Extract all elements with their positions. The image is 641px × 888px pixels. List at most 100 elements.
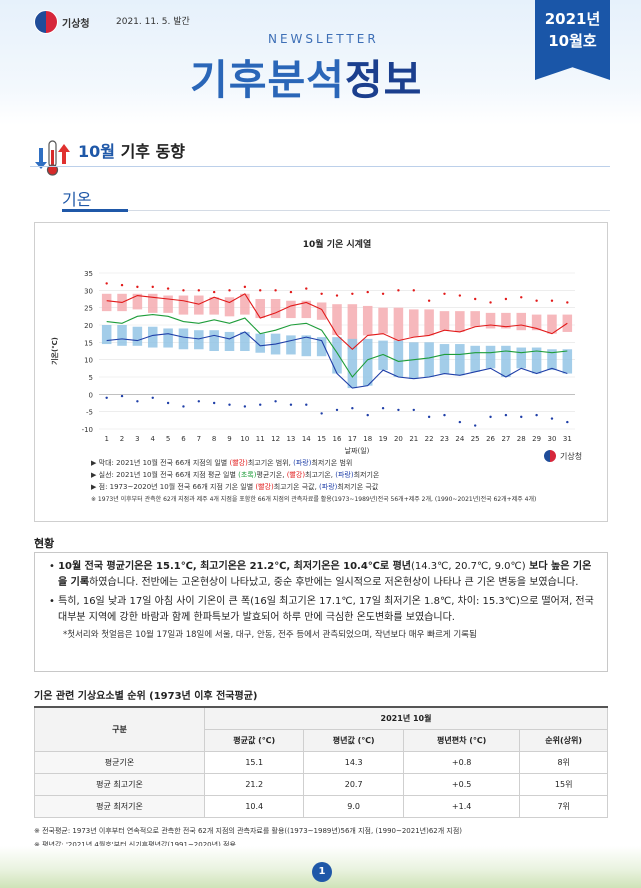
max-range-bar xyxy=(255,299,265,319)
min-extreme-point xyxy=(120,394,124,398)
min-extreme-point xyxy=(335,408,339,412)
max-range-bar xyxy=(347,304,358,350)
min-temp-line xyxy=(106,331,568,389)
section-month: 10월 xyxy=(78,142,115,161)
x-tick-label: 24 xyxy=(455,435,464,443)
ribbon-year: 2021년 xyxy=(544,10,601,28)
max-range-bar xyxy=(562,314,573,332)
max-temp-line xyxy=(106,293,568,351)
issue-ribbon: 2021년 10월호 xyxy=(535,0,610,80)
min-range-bar xyxy=(409,342,419,379)
max-range-bar xyxy=(240,293,250,315)
newsletter-label: NEWSLETTER xyxy=(268,32,379,46)
min-extreme-point xyxy=(473,424,477,427)
min-range-bar xyxy=(178,328,189,350)
max-extreme-point xyxy=(520,296,523,299)
max-range-bar xyxy=(301,300,312,319)
col-rank: 순위(상위) xyxy=(519,728,608,752)
x-tick-label: 31 xyxy=(563,435,572,443)
table-footnote-1: ※ 전국평균: 1973년 이후부터 연속적으로 관측한 전국 62개 지점의 … xyxy=(34,827,463,835)
y-tick-label: 35 xyxy=(84,270,93,278)
max-range-bar xyxy=(378,307,388,334)
table-footnote-2: ※ 평년값: '2021년 4월호'부터 신기후평년값(1991~2020년) … xyxy=(34,841,236,849)
newsletter-header: 기상청 2021. 11. 5. 발간 NEWSLETTER 기후분석정보 20… xyxy=(0,0,641,125)
max-extreme-point xyxy=(228,289,231,292)
min-range-bar xyxy=(455,344,465,376)
section-divider xyxy=(30,166,610,167)
min-range-bar xyxy=(562,349,573,374)
max-range-bar xyxy=(132,293,143,310)
x-tick-label: 30 xyxy=(548,435,557,443)
min-extreme-point xyxy=(550,417,554,420)
x-tick-label: 6 xyxy=(181,435,186,443)
min-extreme-point xyxy=(366,413,369,417)
min-extreme-point xyxy=(182,405,185,408)
x-tick-label: 17 xyxy=(348,435,357,443)
max-extreme-point xyxy=(274,289,277,292)
min-extreme-point xyxy=(504,413,508,417)
x-tick-label: 3 xyxy=(135,435,139,443)
max-extreme-point xyxy=(166,287,170,290)
min-range-bar xyxy=(470,345,480,372)
min-extreme-point xyxy=(305,403,308,406)
min-range-bar xyxy=(439,344,450,374)
chart-title: 10월 기온 시계열 xyxy=(303,238,371,250)
x-tick-label: 13 xyxy=(286,435,295,443)
table-row: 평균 최저기온 10.4 9.0 +1.4 7위 xyxy=(34,794,608,818)
min-range-bar xyxy=(286,335,296,355)
max-extreme-point xyxy=(212,290,216,294)
min-extreme-point xyxy=(458,420,462,424)
max-extreme-point xyxy=(489,301,492,304)
y-tick-label: 0 xyxy=(89,391,93,399)
min-extreme-point xyxy=(166,401,170,405)
title-part2: 정보 xyxy=(344,56,423,104)
x-tick-label: 1 xyxy=(104,435,108,443)
x-tick-label: 27 xyxy=(501,435,510,443)
max-range-bar xyxy=(286,300,296,319)
kma-logo: 기상청 xyxy=(34,10,90,34)
max-range-bar xyxy=(270,299,281,319)
min-range-bar xyxy=(424,342,434,377)
max-range-bar xyxy=(163,295,173,313)
x-tick-label: 16 xyxy=(333,435,342,443)
x-tick-label: 21 xyxy=(409,435,418,443)
tab-temperature: 기온 xyxy=(62,190,92,209)
min-extreme-point xyxy=(381,407,385,410)
x-tick-label: 23 xyxy=(440,435,449,443)
col-deviation: 평년편차 (℃) xyxy=(402,728,521,752)
max-range-bar xyxy=(501,312,511,329)
max-range-bar xyxy=(455,311,465,332)
min-range-bar xyxy=(485,345,496,369)
ribbon-month: 10월호 xyxy=(548,32,597,50)
min-extreme-point xyxy=(151,396,154,399)
max-range-bar xyxy=(516,312,527,331)
max-extreme-point xyxy=(427,299,431,302)
max-range-bar xyxy=(547,314,557,334)
min-range-bar xyxy=(531,347,542,374)
max-range-bar xyxy=(209,297,219,315)
min-extreme-point xyxy=(136,400,139,403)
min-range-bar xyxy=(147,326,158,348)
y-tick-label: 15 xyxy=(84,339,93,347)
section-title: 10월 기후 동향 xyxy=(78,138,185,162)
status-bullet-2: • 특히, 16일 낮과 17일 아침 사이 기온이 큰 폭(16일 최고기온 … xyxy=(49,596,594,623)
max-extreme-point xyxy=(289,290,293,294)
max-extreme-point xyxy=(566,301,569,304)
x-tick-label: 12 xyxy=(271,435,280,443)
max-extreme-point xyxy=(305,287,308,290)
status-bullet-1: • 10월 전국 평균기온은 15.1℃, 최고기온은 21.2℃, 최저기온은… xyxy=(49,561,592,588)
y-tick-label: 20 xyxy=(84,322,93,330)
x-tick-label: 14 xyxy=(302,435,311,443)
min-extreme-point xyxy=(289,403,293,406)
min-range-bar xyxy=(209,330,219,351)
max-range-bar xyxy=(178,295,189,315)
table-group-header: 2021년 10월 xyxy=(204,706,608,730)
section-title-text: 기후 동향 xyxy=(120,142,186,161)
min-range-bar xyxy=(393,340,404,377)
max-range-bar xyxy=(316,302,327,320)
min-range-bar xyxy=(547,349,557,371)
status-note: *첫서리와 첫얼음은 10월 17일과 18일에 서울, 대구, 안동, 전주 … xyxy=(63,630,477,640)
x-tick-label: 29 xyxy=(532,435,541,443)
mean-temp-line xyxy=(106,314,568,378)
